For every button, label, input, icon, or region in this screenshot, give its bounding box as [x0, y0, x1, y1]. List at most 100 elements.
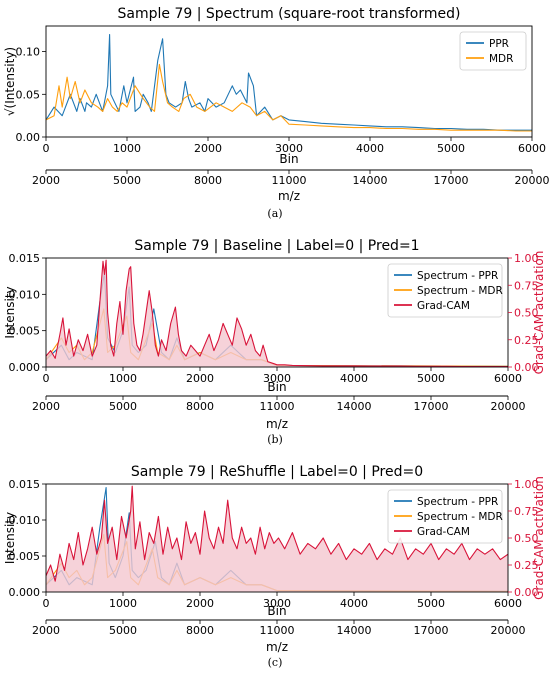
legend: Spectrum - PPR Spectrum - MDR Grad-CAM: [387, 263, 503, 318]
legend-box: [387, 263, 503, 318]
x-tick-label-6: 6000: [518, 142, 546, 155]
mz-tick-label-0: 2000: [32, 174, 60, 187]
x-tick-label-5: 5000: [437, 142, 465, 155]
x-tick-label-1: 1000: [109, 372, 137, 385]
legend-label-1: Spectrum - MDR: [417, 511, 503, 523]
x-tick-label-0: 0: [43, 372, 50, 385]
y-axis-label: Intensity: [3, 286, 17, 338]
mz-tick-label-5: 17000: [434, 174, 469, 187]
x-tick-label-5: 5000: [417, 597, 445, 610]
x-tick-label-6: 6000: [494, 372, 522, 385]
x-tick-label-1: 1000: [113, 142, 141, 155]
y-tick-label-0: 0.000: [9, 361, 41, 374]
y2-axis-label: Grad-CAM activation: [532, 476, 546, 600]
legend-label-0: Spectrum - PPR: [417, 270, 498, 282]
legend-box: [387, 489, 503, 544]
series-line-1: [46, 63, 532, 132]
y2-tick-label-4: 1.00: [514, 252, 539, 265]
y-tick-label-3: 0.015: [9, 252, 41, 265]
x-tick-label-4: 4000: [356, 142, 384, 155]
legend-box: [459, 31, 527, 71]
x-tick-label-0: 0: [43, 142, 50, 155]
y-axis-label: √(Intensity): [3, 47, 17, 116]
mz-tick-label-5: 17000: [414, 624, 449, 637]
y-tick-label-1: 0.005: [9, 550, 41, 563]
legend-label-0: Spectrum - PPR: [417, 496, 498, 508]
chart-title: Sample 79 | ReShuffle | Label=0 | Pred=0: [131, 464, 423, 480]
mz-tick-label-3: 11000: [260, 624, 295, 637]
series-line-0: [46, 33, 532, 131]
mz-tick-label-6: 20000: [491, 400, 526, 413]
legend-label-1: MDR: [489, 53, 513, 65]
series-line-2: [46, 485, 508, 582]
x-tick-label-2: 2000: [186, 597, 214, 610]
chart-title: Sample 79 | Baseline | Label=0 | Pred=1: [134, 238, 419, 254]
x-tick-label-1: 1000: [109, 597, 137, 610]
plot-area: [46, 259, 508, 367]
x-tick-label-2: 2000: [186, 372, 214, 385]
legend-label-1: Spectrum - MDR: [417, 285, 503, 297]
mz-tick-label-4: 14000: [337, 400, 372, 413]
x-axis-label: Bin: [279, 152, 298, 166]
y-tick-label-0: 0.00: [16, 131, 41, 144]
mz-axis-label: m/z: [266, 417, 288, 431]
chart-panel-2: Sample 79 | Baseline | Label=0 | Pred=1 0…: [3, 238, 546, 446]
mz-tick-label-2: 8000: [186, 624, 214, 637]
x-tick-label-0: 0: [43, 597, 50, 610]
panel-caption: (a): [267, 207, 282, 220]
panel-caption: (c): [268, 656, 283, 669]
chart-panel-1: Sample 79 | Spectrum (square-root transf…: [3, 6, 550, 220]
y-tick-label-3: 0.015: [9, 478, 41, 491]
mz-tick-label-2: 8000: [186, 400, 214, 413]
legend-label-2: Grad-CAM: [417, 300, 470, 312]
mz-tick-label-6: 20000: [491, 624, 526, 637]
mz-tick-label-3: 11000: [272, 174, 307, 187]
legend: PPR MDR: [459, 31, 527, 71]
y-tick-label-1: 0.05: [16, 88, 41, 101]
x-tick-label-2: 2000: [194, 142, 222, 155]
mz-tick-label-4: 14000: [353, 174, 388, 187]
y2-tick-label-1: 0.25: [514, 559, 539, 572]
x-axis-label: Bin: [267, 380, 286, 394]
y2-tick-label-0: 0.00: [514, 361, 539, 374]
y2-tick-label-1: 0.25: [514, 334, 539, 347]
mz-axis-label: m/z: [266, 640, 288, 654]
x-tick-label-3: 3000: [275, 142, 303, 155]
mz-tick-label-1: 5000: [113, 174, 141, 187]
mz-tick-label-2: 8000: [194, 174, 222, 187]
y-tick-label-0: 0.000: [9, 586, 41, 599]
panel-caption: (b): [267, 433, 283, 446]
legend: Spectrum - PPR Spectrum - MDR Grad-CAM: [387, 489, 503, 544]
plot-area: [46, 485, 508, 592]
y2-axis-label: Grad-CAM activation: [532, 251, 546, 375]
chart-title: Sample 79 | Spectrum (square-root transf…: [118, 6, 461, 22]
mz-tick-label-3: 11000: [260, 400, 295, 413]
y2-tick-label-3: 0.75: [514, 505, 539, 518]
mz-tick-label-4: 14000: [337, 624, 372, 637]
legend-label-2: Grad-CAM: [417, 526, 470, 538]
y2-tick-label-3: 0.75: [514, 279, 539, 292]
x-tick-label-6: 6000: [494, 597, 522, 610]
y2-tick-label-0: 0.00: [514, 586, 539, 599]
x-tick-label-5: 5000: [417, 372, 445, 385]
x-tick-label-3: 3000: [263, 597, 291, 610]
series-fill-2: [46, 486, 508, 592]
mz-axis-label: m/z: [278, 189, 300, 203]
y-axis-label: Intensity: [3, 512, 17, 564]
x-tick-label-4: 4000: [340, 597, 368, 610]
y2-tick-label-4: 1.00: [514, 478, 539, 491]
x-tick-label-3: 3000: [263, 372, 291, 385]
y-tick-label-1: 0.005: [9, 325, 41, 338]
mz-tick-label-1: 5000: [109, 624, 137, 637]
mz-tick-label-0: 2000: [32, 400, 60, 413]
y-tick-label-2: 0.010: [9, 288, 41, 301]
y2-tick-label-2: 0.50: [514, 307, 539, 320]
chart-panel-3: Sample 79 | ReShuffle | Label=0 | Pred=0…: [3, 464, 546, 669]
y2-tick-label-2: 0.50: [514, 532, 539, 545]
mz-tick-label-1: 5000: [109, 400, 137, 413]
legend-label-0: PPR: [489, 38, 509, 50]
mz-tick-label-0: 2000: [32, 624, 60, 637]
y-tick-label-2: 0.10: [16, 46, 41, 59]
plot-area: [46, 33, 532, 132]
